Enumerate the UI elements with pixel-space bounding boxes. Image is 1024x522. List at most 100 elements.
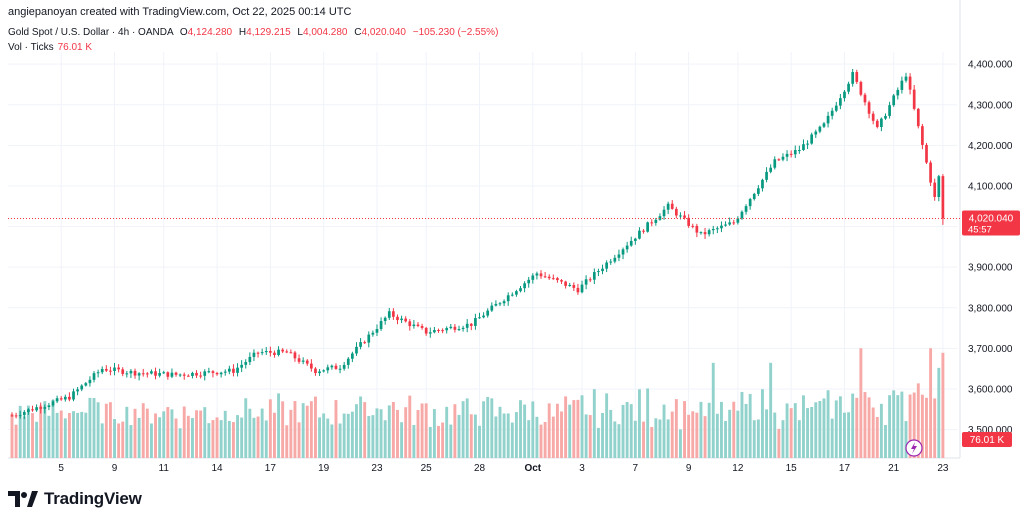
- volume-bar: [371, 415, 375, 458]
- candle-body: [674, 208, 678, 216]
- volume-bar: [318, 417, 322, 458]
- candle-body: [437, 330, 440, 332]
- volume-badge: [962, 432, 1012, 447]
- candle-body: [781, 156, 785, 160]
- candle-body: [625, 245, 629, 250]
- candle-body: [765, 171, 768, 180]
- volume-bar: [576, 399, 580, 458]
- volume-bar: [268, 399, 272, 458]
- volume-bar: [691, 411, 695, 458]
- open-value: 4,124.280: [187, 27, 233, 38]
- volume-bar: [547, 403, 551, 458]
- candle-body: [375, 329, 379, 333]
- volume-bar: [338, 423, 342, 458]
- candle-body: [670, 203, 674, 209]
- volume-bar: [396, 409, 399, 458]
- volume-bar: [728, 409, 732, 458]
- volume-bar: [211, 420, 215, 458]
- candle-body: [392, 311, 395, 317]
- volume-bar: [761, 389, 764, 458]
- volume-bar: [453, 404, 457, 458]
- candle-body: [531, 275, 535, 280]
- tradingview-brand[interactable]: TradingView: [8, 489, 142, 509]
- candle-body: [793, 150, 797, 155]
- volume-bar: [740, 391, 744, 458]
- brand-name: TradingView: [44, 489, 142, 508]
- candle-body: [506, 295, 510, 302]
- candle-body: [699, 232, 703, 234]
- volume-bar: [925, 397, 928, 458]
- volume-bar: [383, 420, 387, 458]
- candle-body: [285, 351, 289, 353]
- volume-bar: [277, 393, 281, 458]
- candle-body: [818, 126, 822, 132]
- x-tick-label: 19: [318, 463, 330, 474]
- candle-body: [404, 318, 408, 322]
- candle-body: [449, 326, 453, 329]
- candle-body: [371, 332, 375, 335]
- y-tick-label: 3,700.000: [968, 344, 1013, 355]
- candle-body: [892, 95, 896, 106]
- volume-bar: [818, 400, 822, 458]
- volume-bar: [223, 410, 227, 458]
- candle-body: [55, 398, 59, 402]
- volume-bar: [486, 396, 490, 458]
- candle-body: [535, 273, 539, 276]
- candle-body: [441, 330, 444, 332]
- volume-bar: [330, 424, 334, 458]
- volume-bar: [22, 416, 26, 458]
- high-value: 4,129.215: [246, 27, 291, 38]
- volume-bar: [629, 404, 633, 458]
- volume-bar: [145, 408, 149, 458]
- candle-body: [601, 268, 604, 272]
- volume-bar: [601, 412, 604, 458]
- candle-body: [744, 206, 748, 212]
- symbol-legend[interactable]: Gold Spot / U.S. Dollar · 4h · OANDA O4,…: [8, 27, 498, 38]
- candle-body: [117, 367, 120, 370]
- candle-body: [798, 150, 801, 152]
- candle-body: [687, 217, 690, 226]
- volume-bar: [838, 396, 842, 458]
- candle-body: [720, 225, 723, 229]
- volume-bar: [781, 420, 785, 458]
- candle-body: [121, 369, 125, 374]
- candle-body: [933, 182, 937, 197]
- volume-bar: [683, 401, 686, 458]
- volume-bar: [502, 413, 506, 458]
- volume-bar: [51, 399, 55, 458]
- volume-bar: [912, 392, 916, 458]
- volume-bar: [326, 418, 330, 458]
- volume-bar: [334, 400, 338, 458]
- candle-body: [564, 281, 567, 286]
- lightning-bolt-icon: [911, 442, 917, 454]
- candle-body: [547, 276, 551, 279]
- candle-body: [822, 123, 826, 127]
- candle-body: [256, 352, 260, 354]
- symbol-name[interactable]: Gold Spot / U.S. Dollar · 4h · OANDA: [8, 27, 174, 38]
- volume-bar: [174, 418, 178, 458]
- candle-body: [51, 401, 55, 406]
- volume-bar: [863, 392, 867, 458]
- volume-bar: [305, 405, 309, 458]
- volume-bar: [342, 413, 346, 458]
- candle-body: [834, 105, 838, 111]
- volume-bar: [178, 428, 182, 458]
- volume-bar: [379, 409, 383, 458]
- volume-bar: [494, 416, 498, 458]
- volume-bar: [523, 404, 527, 458]
- candle-body: [162, 372, 166, 374]
- candle-body: [646, 222, 649, 232]
- candle-body: [47, 405, 51, 408]
- volume-bar: [707, 402, 711, 458]
- volume-value: 76.01 K: [57, 42, 93, 53]
- volume-bar: [231, 422, 235, 458]
- candle-body: [346, 358, 350, 365]
- candle-body: [884, 115, 887, 119]
- candle-body: [597, 271, 600, 273]
- volume-bar: [482, 401, 486, 458]
- volume-bar: [387, 405, 391, 458]
- volume-legend[interactable]: Vol · Ticks 76.01 K: [8, 42, 92, 53]
- candle-body: [843, 91, 846, 99]
- volume-bar: [855, 397, 859, 458]
